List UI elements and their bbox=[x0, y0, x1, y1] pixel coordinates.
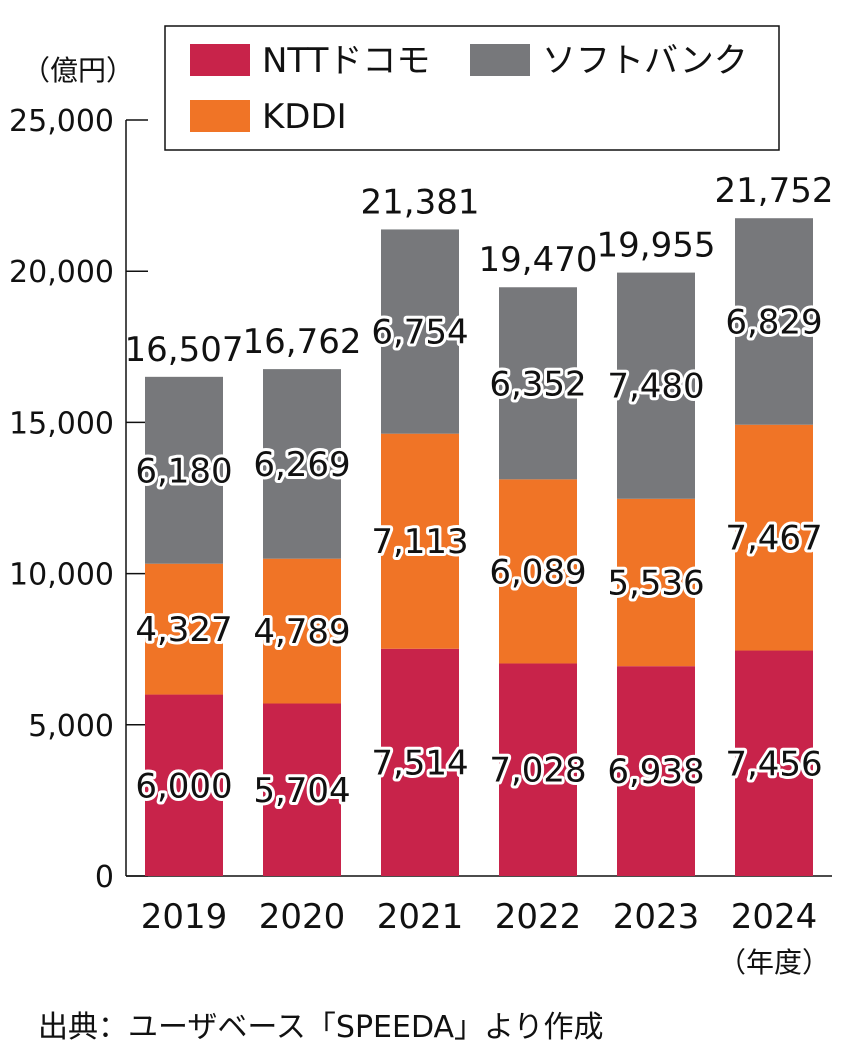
y-tick-label: 25,000 bbox=[9, 104, 114, 139]
segment-value-label: 6,352 bbox=[489, 364, 586, 404]
legend-label: ソフトバンク bbox=[542, 41, 748, 81]
bar-segment bbox=[617, 498, 695, 667]
segment-value-label: 6,938 bbox=[607, 752, 704, 792]
bar-segment bbox=[145, 694, 223, 876]
bar-segment bbox=[263, 369, 341, 559]
legend-label: KDDI bbox=[262, 97, 347, 137]
segment-value-label: 5,536 bbox=[607, 563, 704, 603]
segment-value-label: 7,456 bbox=[725, 744, 822, 784]
total-value-label: 19,955 bbox=[597, 226, 716, 266]
x-tick-label: 2019 bbox=[141, 897, 228, 937]
bars bbox=[145, 218, 813, 876]
total-value-label: 16,762 bbox=[243, 322, 362, 362]
segment-value-label: 6,269 bbox=[253, 445, 350, 485]
axes: 0 5,000 10,000 15,000 20,000 25,000 （億円） 2019 20… bbox=[9, 54, 832, 979]
bar-segment bbox=[263, 703, 341, 876]
x-tick-label: 2020 bbox=[259, 897, 346, 937]
x-tick-label: 2023 bbox=[613, 897, 700, 937]
segment-value-label: 7,113 bbox=[371, 522, 468, 562]
segment-value-label: 6,000 bbox=[135, 766, 232, 806]
x-axis-unit: （年度） bbox=[718, 946, 830, 979]
y-tick-label: 5,000 bbox=[28, 709, 114, 744]
legend-swatch bbox=[470, 44, 530, 76]
total-value-label: 21,381 bbox=[361, 182, 480, 222]
bar-segment bbox=[499, 663, 577, 876]
bar-segment bbox=[145, 563, 223, 695]
segment-value-label: 7,514 bbox=[371, 743, 468, 783]
bar-segment bbox=[499, 287, 577, 480]
y-tick-label: 0 bbox=[95, 860, 114, 895]
bar-segment bbox=[145, 376, 223, 564]
bar-segment bbox=[617, 272, 695, 499]
segment-value-label: 6,754 bbox=[371, 313, 468, 353]
segment-value-label: 4,789 bbox=[253, 612, 350, 652]
segment-value-label: 7,467 bbox=[725, 519, 822, 559]
bar-segment bbox=[263, 558, 341, 704]
segment-value-label: 7,480 bbox=[607, 367, 704, 407]
total-value-label: 19,470 bbox=[479, 240, 598, 280]
segment-value-label: 6,829 bbox=[725, 302, 822, 342]
bar-segment bbox=[735, 650, 813, 876]
x-tick-label: 2021 bbox=[377, 897, 464, 937]
x-tick-label: 2024 bbox=[731, 897, 818, 937]
bar-segment bbox=[499, 479, 577, 664]
segment-value-label: 6,089 bbox=[489, 552, 586, 592]
bar-segment bbox=[381, 648, 459, 876]
bar-segment bbox=[735, 218, 813, 425]
y-axis-unit: （億円） bbox=[22, 54, 134, 87]
bar-segment bbox=[381, 229, 459, 434]
total-value-label: 16,507 bbox=[125, 330, 244, 370]
segment-value-label: 4,327 bbox=[135, 610, 232, 650]
segment-value-label: 7,028 bbox=[489, 751, 586, 791]
bar-segment bbox=[735, 424, 813, 651]
source-note: 出典：ユーザベース「SPEEDA」より作成 bbox=[38, 1010, 604, 1045]
labels: 6,000 4,327 6,180 16,507 5,704 4,789 6,269 16,7… bbox=[125, 171, 834, 814]
bar-segment bbox=[617, 666, 695, 876]
y-tick-label: 20,000 bbox=[9, 255, 114, 290]
stacked-bar-chart: 0 5,000 10,000 15,000 20,000 25,000 （億円） 2019 20… bbox=[9, 25, 834, 979]
legend-label: NTTドコモ bbox=[262, 41, 430, 81]
segment-value-label: 6,180 bbox=[135, 451, 232, 491]
bar-segment bbox=[381, 433, 459, 649]
legend-swatch bbox=[190, 44, 250, 76]
y-tick-label: 15,000 bbox=[9, 406, 114, 441]
legend-swatch bbox=[190, 100, 250, 132]
legend: NTTドコモ KDDI ソフトバンク bbox=[164, 25, 780, 151]
x-tick-label: 2022 bbox=[495, 897, 582, 937]
y-tick-label: 10,000 bbox=[9, 558, 114, 593]
segment-value-label: 5,704 bbox=[253, 771, 350, 811]
total-value-label: 21,752 bbox=[715, 171, 834, 211]
